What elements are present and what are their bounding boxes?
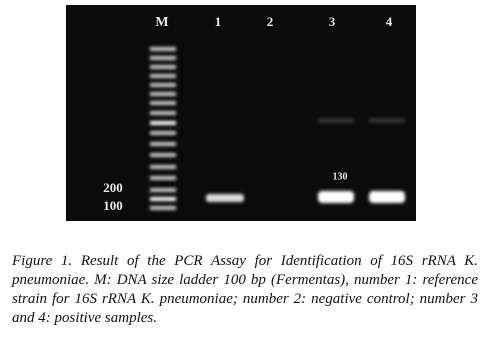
band bbox=[369, 191, 405, 203]
band bbox=[318, 191, 354, 203]
caption-text: Result of the PCR Assay for Identificati… bbox=[12, 253, 478, 326]
lane-label: 3 bbox=[329, 14, 336, 29]
caption: Figure 1. Result of the PCR Assay for Id… bbox=[12, 252, 478, 328]
ladder-band bbox=[150, 131, 176, 135]
ladder-band bbox=[150, 206, 176, 210]
gel-figure: M 1 2 3 4 200 100 130 bbox=[66, 5, 416, 221]
marker-label: 200 bbox=[103, 180, 123, 195]
lane-label: M bbox=[155, 15, 168, 30]
ladder-band bbox=[150, 142, 176, 146]
ladder-band bbox=[150, 47, 176, 51]
ladder-band bbox=[150, 197, 176, 201]
ladder-band bbox=[150, 101, 176, 105]
caption-label: Figure 1. bbox=[12, 253, 73, 269]
faint-band bbox=[318, 118, 354, 123]
ladder-band bbox=[150, 74, 176, 78]
faint-band bbox=[369, 118, 405, 123]
ladder-band bbox=[150, 92, 176, 96]
lane-label: 4 bbox=[386, 14, 393, 29]
ladder-band bbox=[150, 56, 176, 60]
band-label: 130 bbox=[333, 171, 348, 182]
ladder-band bbox=[150, 65, 176, 69]
lane-label: 2 bbox=[267, 14, 274, 29]
ladder bbox=[150, 47, 176, 210]
ladder-band bbox=[150, 83, 176, 87]
ladder-band bbox=[150, 121, 176, 125]
gel bbox=[66, 5, 416, 221]
band bbox=[206, 194, 244, 202]
ladder-band bbox=[150, 176, 176, 180]
ladder-band bbox=[150, 153, 176, 157]
ladder-band bbox=[150, 188, 176, 192]
lane-label: 1 bbox=[215, 14, 222, 29]
ladder-band bbox=[150, 111, 176, 115]
ladder-band bbox=[150, 165, 176, 169]
marker-label: 100 bbox=[103, 198, 123, 213]
